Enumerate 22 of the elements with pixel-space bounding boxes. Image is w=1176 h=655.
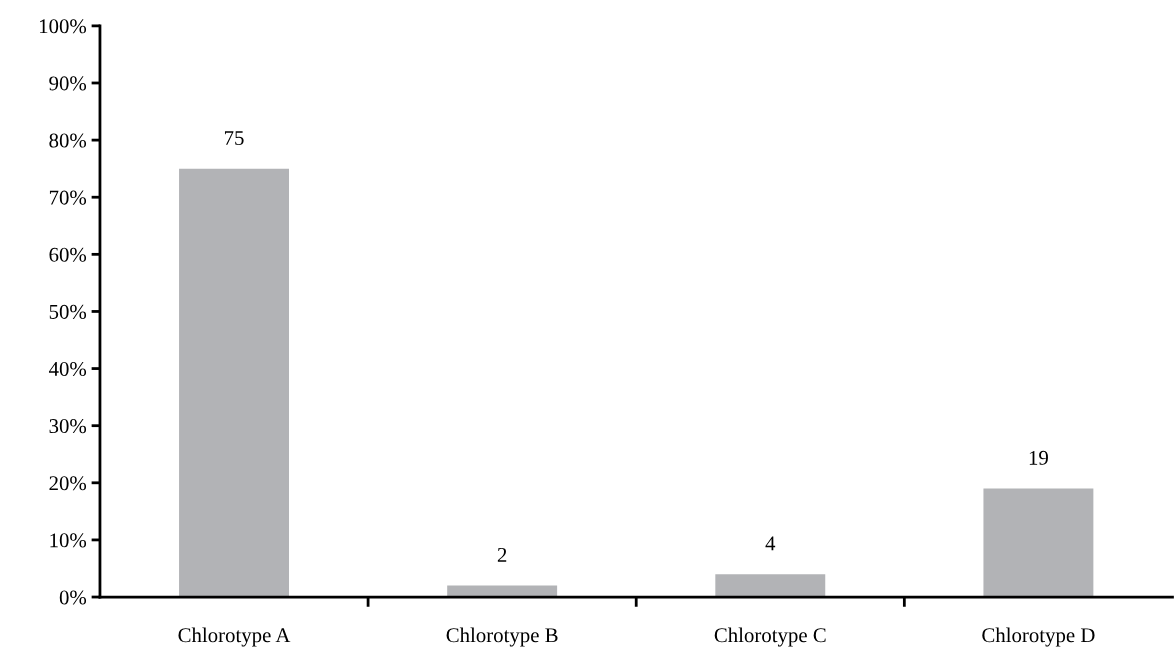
bar — [715, 574, 826, 598]
data-label: 75 — [224, 131, 244, 145]
bar — [179, 168, 289, 598]
y-tick-label: 10% — [50, 533, 87, 548]
x-tick-label: Chlorotype A — [178, 627, 291, 647]
y-tick-label: 30% — [49, 419, 87, 434]
data-label: 19 — [1029, 450, 1048, 465]
y-tick-label: 90% — [49, 76, 87, 91]
y-tick-label: 40% — [48, 361, 87, 377]
x-tick-label: Chlorotype B — [446, 627, 558, 647]
y-tick-label: 70% — [49, 190, 87, 205]
y-tick-label: 20% — [49, 476, 87, 491]
bar — [983, 488, 1094, 598]
y-tick-label: 100% — [39, 19, 87, 34]
y-tick-label: 60% — [49, 247, 87, 262]
x-tick-label: Chlorotype C — [714, 627, 826, 647]
y-tick-label: 50% — [49, 304, 87, 319]
y-tick-label: 0% — [59, 590, 87, 605]
data-label: 2 — [497, 547, 507, 562]
y-tick-label: 80% — [49, 133, 87, 148]
x-tick-label: Chlorotype D — [982, 627, 1095, 647]
data-label: 4 — [765, 536, 776, 551]
